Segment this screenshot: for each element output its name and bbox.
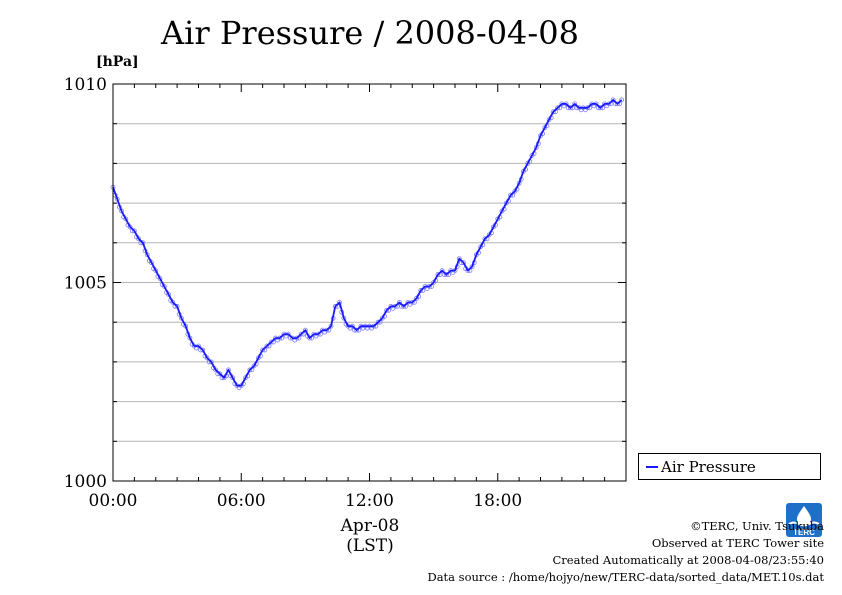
x-axis-timezone: (LST) <box>346 536 394 556</box>
x-tick-label: 00:00 <box>89 491 138 511</box>
data-point <box>230 375 236 381</box>
data-point <box>161 284 167 289</box>
y-tick-label: 1000 <box>64 472 107 492</box>
data-point <box>615 101 620 107</box>
logo-text: TERC <box>793 528 815 537</box>
chart-title: Air Pressure / 2008-04-08 <box>161 14 579 52</box>
legend: Air Pressure <box>638 453 821 480</box>
data-point <box>461 260 466 266</box>
data-point <box>153 268 159 273</box>
data-point <box>149 260 154 266</box>
x-tick-label: 12:00 <box>345 491 394 511</box>
data-point <box>247 367 253 373</box>
data-point <box>307 335 313 341</box>
data-point <box>401 303 407 309</box>
data-point <box>550 109 556 115</box>
terc-logo-icon: TERC <box>786 503 822 537</box>
plot-frame <box>112 83 627 482</box>
data-point <box>597 105 603 111</box>
data-point <box>260 347 266 353</box>
y-tick-label: 1010 <box>64 75 107 95</box>
data-point <box>166 292 171 297</box>
legend-swatch <box>646 466 658 468</box>
data-point <box>208 359 214 365</box>
data-point <box>465 268 471 273</box>
data-point <box>384 307 390 313</box>
y-tick-label: 1005 <box>64 274 107 294</box>
data-point <box>264 343 270 349</box>
data-point <box>268 339 274 345</box>
data-point <box>157 276 163 281</box>
data-point <box>568 105 573 111</box>
data-point <box>123 216 129 222</box>
data-point <box>354 327 360 333</box>
data-point <box>226 367 231 373</box>
x-tick-label: 18:00 <box>473 491 522 511</box>
x-axis-date: Apr-08 <box>340 516 400 536</box>
data-point <box>610 97 616 103</box>
data-point <box>217 371 223 377</box>
legend-label: Air Pressure <box>661 458 756 476</box>
credit-observed: Observed at TERC Tower site <box>651 536 824 550</box>
data-point <box>302 327 308 333</box>
data-point <box>572 101 578 107</box>
data-point <box>508 192 513 198</box>
data-point <box>298 331 304 337</box>
data-point <box>397 299 402 305</box>
data-point <box>444 272 449 277</box>
credits-block: ©TERC, Univ. Tsukuba Observed at TERC To… <box>427 518 824 586</box>
data-point <box>375 319 381 325</box>
data-point <box>418 288 424 293</box>
data-point <box>213 367 219 373</box>
data-point <box>482 236 488 242</box>
data-point <box>439 268 445 273</box>
data-point <box>619 97 625 103</box>
x-axis-caption: Apr-08 (LST) <box>320 516 420 556</box>
data-point <box>435 272 441 277</box>
series-line-air-pressure <box>112 99 623 387</box>
credit-created: Created Automatically at 2008-04-08/23:5… <box>552 553 825 567</box>
y-axis-unit: [hPa] <box>96 54 139 70</box>
data-point <box>170 299 176 305</box>
data-point <box>127 224 133 230</box>
data-point <box>555 105 560 111</box>
x-tick-label: 06:00 <box>217 491 266 511</box>
credit-source: Data source : /home/hojyo/new/TERC-data/… <box>427 570 824 584</box>
credit-copyright: ©TERC, Univ. Tsukuba <box>690 519 824 533</box>
data-point <box>131 228 137 234</box>
logo-wave <box>788 521 820 527</box>
logo-drop <box>797 506 811 526</box>
data-point <box>200 347 206 353</box>
